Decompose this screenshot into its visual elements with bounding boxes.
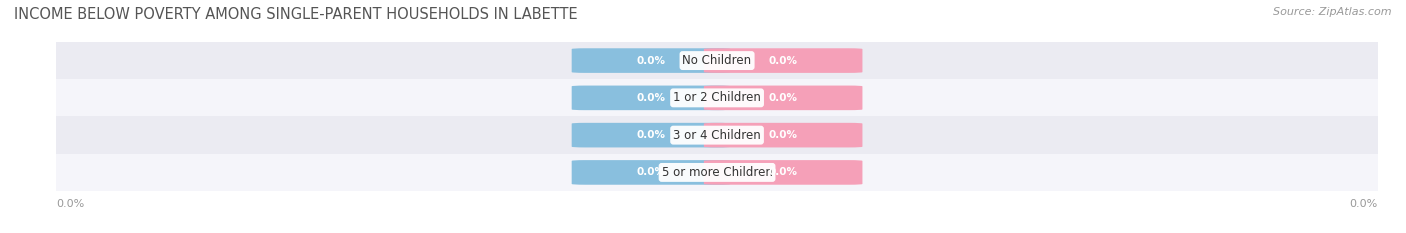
- FancyBboxPatch shape: [704, 86, 862, 110]
- Text: INCOME BELOW POVERTY AMONG SINGLE-PARENT HOUSEHOLDS IN LABETTE: INCOME BELOW POVERTY AMONG SINGLE-PARENT…: [14, 7, 578, 22]
- Text: 0.0%: 0.0%: [769, 56, 797, 65]
- Text: 0.0%: 0.0%: [637, 93, 665, 103]
- FancyBboxPatch shape: [572, 86, 730, 110]
- Text: 0.0%: 0.0%: [769, 168, 797, 177]
- Bar: [56, 79, 1378, 116]
- Text: 0.0%: 0.0%: [769, 130, 797, 140]
- Text: 3 or 4 Children: 3 or 4 Children: [673, 129, 761, 142]
- Text: 0.0%: 0.0%: [637, 56, 665, 65]
- FancyBboxPatch shape: [572, 123, 730, 147]
- Text: 1 or 2 Children: 1 or 2 Children: [673, 91, 761, 104]
- FancyBboxPatch shape: [572, 160, 730, 185]
- Bar: [56, 154, 1378, 191]
- Text: 0.0%: 0.0%: [637, 168, 665, 177]
- Text: 0.0%: 0.0%: [1350, 199, 1378, 209]
- Text: Source: ZipAtlas.com: Source: ZipAtlas.com: [1274, 7, 1392, 17]
- FancyBboxPatch shape: [704, 48, 862, 73]
- FancyBboxPatch shape: [704, 123, 862, 147]
- Text: 0.0%: 0.0%: [769, 93, 797, 103]
- Text: 0.0%: 0.0%: [56, 199, 84, 209]
- FancyBboxPatch shape: [704, 160, 862, 185]
- Text: 0.0%: 0.0%: [637, 130, 665, 140]
- Text: 5 or more Children: 5 or more Children: [662, 166, 772, 179]
- Bar: [56, 116, 1378, 154]
- FancyBboxPatch shape: [572, 48, 730, 73]
- Text: No Children: No Children: [682, 54, 752, 67]
- Bar: [56, 42, 1378, 79]
